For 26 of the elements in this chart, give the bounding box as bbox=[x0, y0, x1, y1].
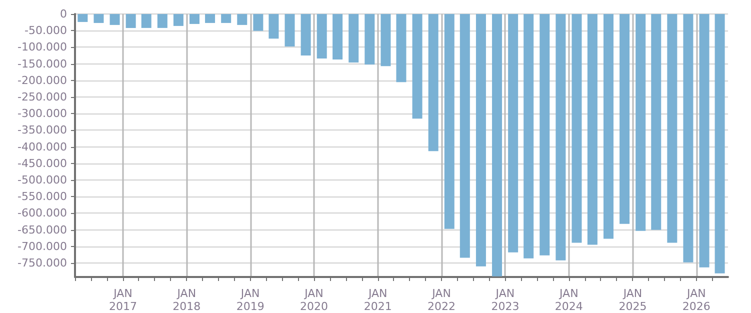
y-tick-label: -300.000 bbox=[18, 107, 67, 120]
y-tick-label: -250.000 bbox=[18, 90, 67, 104]
y-tick-label: -400.000 bbox=[18, 140, 67, 154]
x-tick-label: JAN 2018 bbox=[172, 287, 201, 313]
x-tick-label: JAN 2017 bbox=[108, 287, 137, 313]
x-tick-label: JAN 2019 bbox=[236, 287, 264, 313]
y-tick-label: -50.000 bbox=[24, 24, 67, 38]
x-tick-label: JAN 2023 bbox=[491, 287, 520, 313]
x-tick-label: JAN 2020 bbox=[300, 287, 328, 313]
y-tick-label: -600.000 bbox=[18, 206, 67, 220]
y-tick-label: -350.000 bbox=[18, 124, 67, 137]
x-tick-label: JAN 2024 bbox=[554, 287, 583, 313]
y-tick-label: -100.000 bbox=[18, 40, 67, 54]
x-tick-label: JAN 2025 bbox=[618, 287, 647, 313]
y-tick-label: -150.000 bbox=[18, 57, 67, 70]
y-tick-label: -650.000 bbox=[18, 223, 67, 236]
y-tick-label: -500.000 bbox=[18, 174, 67, 187]
x-tick-label: JAN 2022 bbox=[428, 287, 456, 313]
x-tick-label: JAN 2026 bbox=[682, 287, 710, 313]
y-tick-label: -450.000 bbox=[18, 156, 67, 170]
y-tick-label: 0 bbox=[60, 8, 67, 20]
y-tick-label: -700.000 bbox=[18, 240, 67, 253]
x-tick-label: JAN 2021 bbox=[364, 287, 392, 313]
y-tick-label: -550.000 bbox=[18, 190, 67, 204]
y-tick-label: -200.000 bbox=[18, 74, 67, 87]
y-tick-label: -750.000 bbox=[18, 256, 67, 270]
